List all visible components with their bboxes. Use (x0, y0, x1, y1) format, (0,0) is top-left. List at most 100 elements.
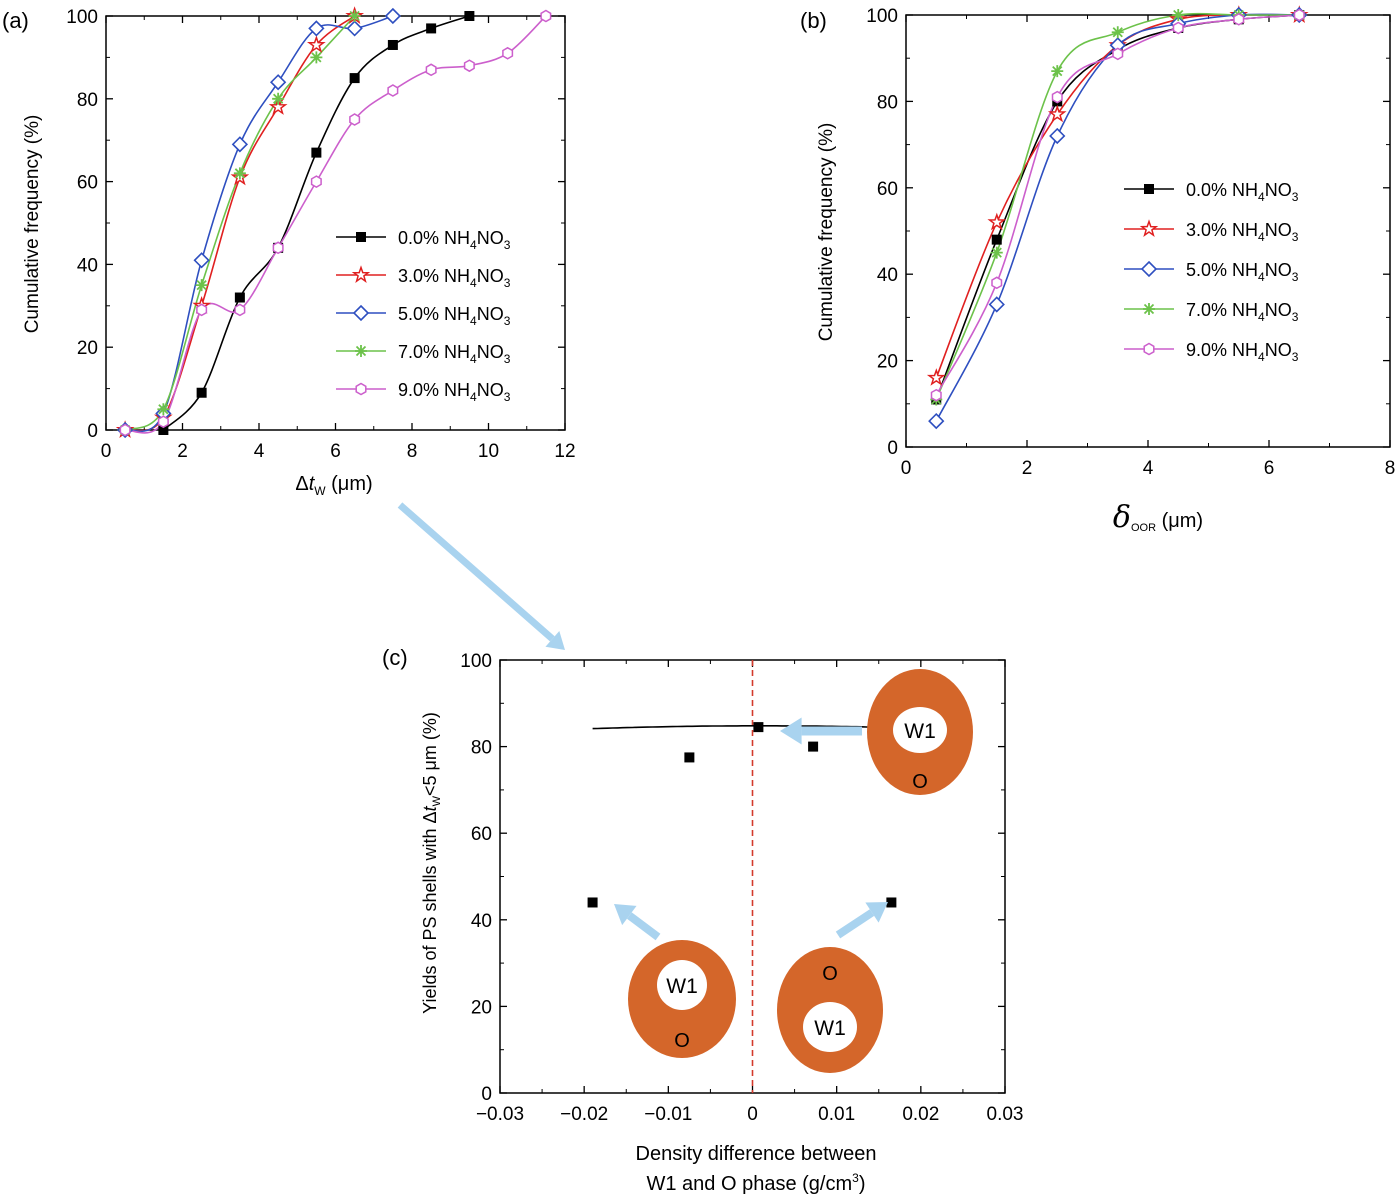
legend-marker (1139, 219, 1159, 237)
x-tick-label: 8 (1385, 458, 1396, 479)
panel-c-xlabel-line2-text: W1 and O phase (g/cm (646, 1173, 852, 1195)
data-point (808, 741, 819, 752)
panel-a: (a) 0 2 4 6 8 10 12 0 20 40 60 80 100 Cumulative fre… (2, 6, 576, 498)
legend-label-part: 4 (470, 238, 477, 252)
legend-label-part: 4 (470, 352, 477, 366)
legend-label: 9.0% NH4NO3 (1186, 340, 1299, 364)
panel-c-ylabel-post: <5 μm (%) (420, 712, 440, 796)
panel-b-ylabel: Cumulative frequency (%) (816, 123, 837, 342)
y-tick-label: 100 (66, 7, 98, 28)
y-tick-label: 60 (77, 173, 98, 194)
series-line (935, 13, 1300, 422)
series-line (935, 12, 1300, 400)
data-point (157, 403, 170, 416)
data-point (753, 722, 764, 733)
data-point (349, 73, 360, 84)
legend-label-part: 3 (504, 352, 511, 366)
panel-a-xlabel: ΔtW (μm) (295, 473, 372, 498)
data-point (196, 303, 208, 317)
y-tick-label: 80 (77, 90, 98, 111)
shell-diagram: W1 O (777, 947, 883, 1073)
legend-label-part: 5.0% NH (1186, 260, 1258, 280)
legend-label-part: 3 (1292, 350, 1299, 364)
panel-c-ylabel-var: t (420, 805, 440, 811)
legend-label-part: 9.0% NH (398, 380, 470, 400)
data-point (987, 212, 1007, 231)
y-tick-label: 60 (471, 824, 492, 845)
x-tick-label: −0.01 (644, 1104, 692, 1125)
legend-marker (1140, 260, 1158, 278)
data-point (310, 51, 323, 64)
data-point (886, 897, 897, 908)
legend-label-part: 4 (470, 276, 477, 290)
data-point (348, 10, 361, 22)
y-tick-label: 20 (77, 338, 98, 359)
y-tick-label: 20 (877, 352, 898, 373)
data-point (195, 279, 208, 292)
panel-c-xlabel-sup: 3 (852, 1171, 859, 1185)
data-point (234, 292, 245, 303)
panel-c-ylabel-pre: Yields of PS shells with Δ (420, 811, 440, 1013)
legend-label-part: NO (477, 380, 504, 400)
shell-diagram: W1 O (628, 940, 736, 1058)
y-tick-label: 100 (460, 651, 492, 672)
data-point (426, 23, 437, 34)
x-tick-label: 12 (554, 441, 575, 462)
y-tick-label: 0 (481, 1084, 492, 1105)
annotation-arrow-left-head (614, 904, 637, 926)
data-point (231, 136, 249, 153)
data-point (463, 59, 475, 73)
panel-a-frame (105, 15, 566, 431)
panel-c-xlabel-line2: W1 and O phase (g/cm3) (646, 1171, 865, 1195)
legend-marker (351, 265, 371, 283)
shell-outer-label: O (822, 963, 838, 985)
data-point (1233, 12, 1245, 26)
panel-c-ylabel: Yields of PS shells with ΔtW<5 μm (%) (420, 712, 443, 1014)
legend-label: 0.0% NH4NO3 (1186, 180, 1299, 204)
data-point (1049, 127, 1066, 145)
panel-c-axes: −0.03 −0.02 −0.01 0 0.01 0.02 0.03 0 20 40 60 80 100 (460, 651, 1023, 1125)
x-tick-label: 8 (407, 441, 418, 462)
shell-inner-label: W1 (666, 975, 698, 998)
panel-a-ylabel: Cumulative frequency (%) (22, 115, 43, 334)
data-point (387, 39, 398, 50)
data-point (1047, 104, 1067, 123)
data-point (1111, 26, 1124, 39)
legend-marker (1143, 342, 1155, 356)
x-tick-label: 0.01 (818, 1104, 855, 1125)
connector-head (545, 631, 565, 650)
data-point (684, 752, 695, 763)
legend-label-part: NO (1265, 180, 1292, 200)
x-tick-label: 4 (1143, 458, 1154, 479)
data-point (233, 167, 246, 180)
panel-a-xlabel-var: t (309, 473, 316, 495)
legend-label-part: 7.0% NH (1186, 300, 1258, 320)
data-point (346, 20, 363, 37)
panel-c-label: (c) (382, 645, 408, 670)
legend-marker (355, 345, 367, 357)
connector-shaft (397, 502, 555, 642)
panel-c-ylabel-sub: W (431, 795, 443, 806)
panel-b-xlabel-unit: (μm) (1156, 510, 1203, 532)
legend-label-part: 3 (1292, 270, 1299, 284)
legend-label-part: 3 (504, 238, 511, 252)
panel-a-xlabel-sub: W (314, 484, 326, 498)
x-tick-label: −0.02 (560, 1104, 608, 1125)
panel-a-xlabel-unit: (μm) (326, 473, 373, 495)
y-tick-label: 80 (877, 92, 898, 113)
data-point (1051, 65, 1064, 78)
x-tick-label: 0 (101, 441, 112, 462)
data-point (193, 252, 210, 269)
x-tick-label: 2 (177, 441, 188, 462)
panel-c-xlabel-line1: Density difference between (636, 1143, 877, 1165)
data-point (158, 425, 169, 435)
panel-c: (c) −0.03 −0.02 −0.01 0 0.01 0.02 0.03 0 20 40 60 8… (382, 645, 1023, 1195)
legend-label-part: 4 (470, 314, 477, 328)
legend-label-part: NO (1265, 300, 1292, 320)
panel-c-annotations: W1 O W1 O W1 O (614, 669, 973, 1073)
panel-c-xlabel-close: ) (859, 1173, 866, 1195)
